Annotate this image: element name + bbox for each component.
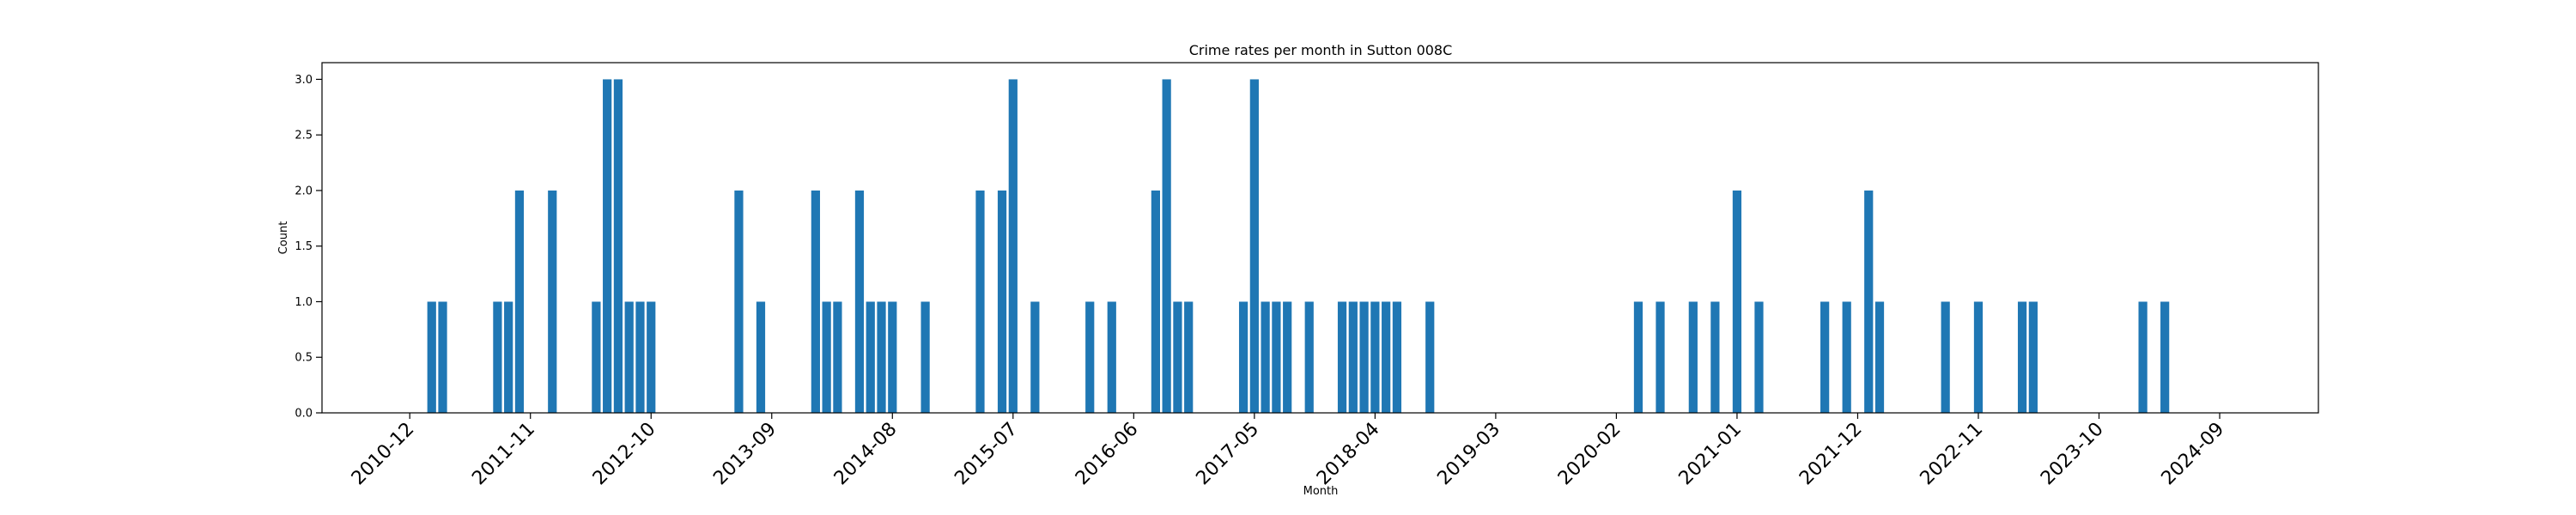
bar-2018-09	[1425, 301, 1435, 413]
bar-2017-05	[1249, 79, 1259, 414]
y-tick-label: 0.0	[295, 408, 313, 421]
x-tick-label: 2021-01	[1675, 419, 1747, 490]
bar-2012-07	[613, 79, 623, 414]
x-tick-label: 2011-11	[468, 419, 539, 490]
bar-2016-09	[1162, 79, 1171, 414]
bar-2020-09	[1688, 301, 1698, 413]
x-axis-label: Month	[1303, 485, 1339, 498]
bar-2024-04	[2160, 301, 2170, 413]
bar-2014-03	[833, 301, 842, 413]
bar-2018-02	[1348, 301, 1358, 413]
bar-2017-08	[1283, 301, 1292, 413]
x-tick-label: 2010-12	[348, 419, 419, 490]
y-axis-ticks: 0.0 0.5 1.0 1.5 2.0 2.5 3.0	[295, 74, 322, 421]
bar-2016-02	[1085, 301, 1095, 413]
bar-2023-04	[2028, 301, 2038, 413]
bar-2014-02	[822, 301, 831, 413]
x-tick-label: 2017-05	[1192, 419, 1263, 490]
bar-2011-09	[504, 301, 513, 413]
x-tick-label: 2020-02	[1554, 419, 1625, 490]
bar-2022-11	[1973, 301, 1984, 413]
x-tick-label: 2023-10	[2037, 419, 2108, 490]
bar-2017-07	[1272, 301, 1281, 413]
bar-2011-02	[427, 301, 436, 413]
x-tick-label: 2014-08	[830, 419, 902, 490]
bar-2018-01	[1337, 301, 1347, 413]
bar-2014-06	[866, 301, 875, 413]
x-tick-label: 2013-09	[709, 419, 781, 490]
bar-2022-08	[1941, 301, 1950, 413]
bar-2014-07	[877, 301, 886, 413]
y-tick-label: 3.0	[295, 74, 313, 87]
plot-frame	[321, 62, 2319, 414]
bar-2017-10	[1304, 301, 1314, 413]
bar-2017-06	[1261, 301, 1270, 413]
bar-2016-11	[1184, 301, 1194, 413]
x-tick-label: 2016-06	[1072, 419, 1143, 490]
y-axis-label: Count	[277, 221, 290, 255]
bar-2020-06	[1656, 301, 1665, 413]
bar-2011-10	[514, 190, 525, 413]
bar-2015-09	[1030, 301, 1040, 413]
bar-2012-10	[647, 301, 656, 413]
bar-2021-01	[1732, 190, 1742, 413]
bar-2012-05	[592, 301, 601, 413]
y-tick-label: 0.5	[295, 352, 313, 365]
bar-2021-09	[1820, 301, 1830, 413]
x-axis-ticks: 2010-12 2011-11 2012-10 2013-09 2014-08 2015-…	[348, 413, 2229, 490]
x-tick-label: 2015-07	[951, 419, 1022, 490]
bar-2023-03	[2017, 301, 2027, 413]
x-tick-label: 2012-10	[589, 419, 660, 490]
x-tick-label: 2024-09	[2158, 419, 2229, 490]
bars-group	[427, 79, 2170, 414]
y-tick-label: 1.0	[295, 296, 313, 309]
bar-2022-02	[1874, 301, 1885, 413]
bar-2014-11	[920, 301, 930, 413]
x-tick-label: 2021-12	[1795, 419, 1867, 490]
bar-2012-06	[603, 79, 612, 414]
bar-2018-06	[1392, 301, 1402, 413]
bar-2015-06	[997, 190, 1007, 413]
bar-2014-05	[854, 190, 865, 413]
bar-2018-05	[1382, 301, 1391, 413]
bar-2018-04	[1370, 301, 1380, 413]
x-tick-label: 2018-04	[1313, 419, 1384, 490]
bar-2015-07	[1008, 79, 1018, 414]
bar-2013-06	[734, 190, 744, 413]
bar-2021-11	[1842, 301, 1851, 413]
bar-2020-04	[1633, 301, 1643, 413]
bar-2013-08	[756, 301, 766, 413]
y-tick-label: 1.5	[295, 240, 313, 253]
bar-2017-04	[1238, 301, 1249, 413]
x-tick-label: 2022-11	[1917, 419, 1988, 490]
chart-title: Crime rates per month in Sutton 008C	[1189, 42, 1453, 58]
bar-2021-03	[1754, 301, 1764, 413]
x-tick-label: 2019-03	[1433, 419, 1504, 490]
bar-2022-01	[1864, 190, 1874, 413]
bar-2016-04	[1107, 301, 1116, 413]
bar-2011-03	[438, 301, 447, 413]
bar-2012-09	[635, 301, 645, 413]
y-tick-label: 2.0	[295, 185, 313, 197]
bar-2012-08	[624, 301, 634, 413]
bar-2016-10	[1173, 301, 1182, 413]
bar-2015-04	[975, 190, 985, 413]
bar-2012-01	[548, 190, 557, 413]
bar-2020-11	[1710, 301, 1720, 413]
bar-2018-03	[1359, 301, 1369, 413]
bar-2014-08	[888, 301, 897, 413]
bar-2024-02	[2138, 301, 2148, 413]
bar-2016-08	[1151, 190, 1160, 413]
bar-2014-01	[811, 190, 820, 413]
bar-2011-08	[493, 301, 502, 413]
y-tick-label: 2.5	[295, 130, 313, 142]
